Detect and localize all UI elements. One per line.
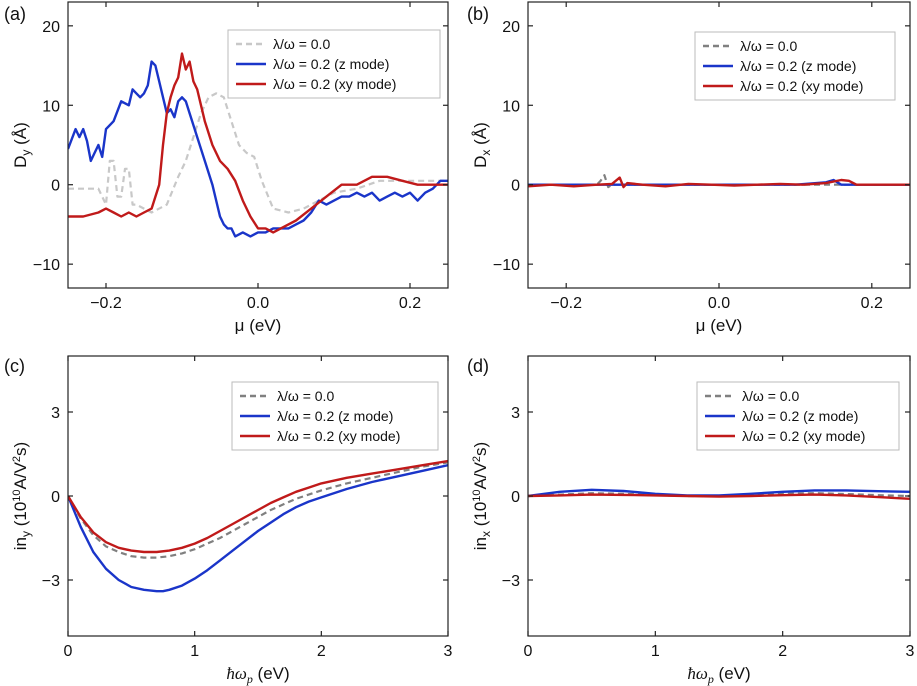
x-tick-label: 1 [190,643,199,660]
y-tick-label: 3 [51,405,60,422]
y-tick-label: 0 [51,178,60,195]
x-tick-label: 2 [778,643,787,660]
panel-1: −0.2 0.0 0.2 20 10 0 −10 (b) μ (eV) Dx (Å) λ/ω = 0… [467,1,911,335]
y-axis-title: Dy (Å) [11,122,33,168]
legend-box [694,31,896,101]
y-axis-title-mid: (10 [11,502,30,531]
legend-label-2: λ/ω = 0.2 (xy mode) [273,76,396,92]
x-axis-title: μ (eV) [696,316,743,335]
series-line-0 [68,461,448,559]
legend-label-1: λ/ω = 0.2 (z mode) [740,58,856,74]
series-line-2 [68,52,448,234]
panel-3: 0 1 2 330−3(d)ħωp (eV)inx (1010A/V2s)λ/ω = … [467,355,915,686]
series-line-1 [68,60,448,238]
panel-0: −0.2 0.0 0.2 20 10 0 −10 (a) μ (eV) Dy (Å) λ/ω = 0… [4,1,449,335]
x-tick-label: −0.2 [550,295,582,312]
x-axis-title-main: ħω [226,664,247,683]
y-tick-label: −3 [42,573,60,590]
y-tick-label: 0 [511,489,520,506]
panel-label: (d) [467,356,489,376]
legend: λ/ω = 0.0 λ/ω = 0.2 (z mode) λ/ω = 0.2 (xy… [696,381,900,451]
y-tick-label: −10 [33,257,60,274]
x-axis-title-sub: p [246,672,253,686]
legend-label-1: λ/ω = 0.2 (z mode) [277,408,393,424]
x-axis-title-unit: (eV) [253,664,290,683]
y-axis-title-mid: (10 [471,502,490,531]
y-axis-title-tail: A/V [471,461,490,489]
series-line-1 [68,464,448,593]
y-axis-title: Dx (Å) [471,122,493,168]
x-tick-label: 0.2 [399,295,421,312]
x-axis-title-sub: p [707,672,714,686]
x-tick-label: 0 [64,643,73,660]
x-axis-title: ħωp (eV) [687,664,750,686]
y-axis-title-sub: y [19,531,33,537]
panel-label: (c) [4,356,25,376]
series-line-2 [528,493,910,500]
y-axis-title-sup: 10 [471,489,483,501]
x-axis-title-unit: (eV) [714,664,751,683]
y-axis-title-sup2: 2 [11,456,23,462]
x-tick-label: −0.2 [90,295,122,312]
y-axis-title-main: D [471,156,490,168]
y-axis-title-main: D [11,156,30,168]
y-tick-label: 20 [502,19,520,36]
y-axis-title-sub: x [479,150,493,156]
x-tick-label: 0.2 [861,295,883,312]
x-tick-label: 0 [524,643,533,660]
y-axis-title-main: in [471,537,490,550]
y-tick-label: 10 [502,98,520,115]
y-tick-label: 3 [511,405,520,422]
panel-2: 0 1 2 330−3(c)ħωp (eV)iny (1010A/V2s)λ/ω = … [4,355,453,686]
y-axis-title-unit: (Å) [11,122,30,149]
legend-label-1: λ/ω = 0.2 (z mode) [273,56,389,72]
x-tick-label: 1 [651,643,660,660]
x-tick-label: 3 [444,643,453,660]
x-tick-label: 2 [317,643,326,660]
panel-label: (b) [467,4,489,24]
x-axis-title: μ (eV) [235,316,282,335]
y-tick-label: 20 [42,19,60,36]
y-axis-title: iny (1010A/V2s) [11,442,33,550]
x-tick-label: 3 [906,643,915,660]
y-tick-label: 0 [511,178,520,195]
legend: λ/ω = 0.0 λ/ω = 0.2 (z mode) λ/ω = 0.2 (xy… [694,31,896,101]
y-axis-title-end: s) [11,442,30,456]
x-tick-label: 0.0 [708,295,730,312]
legend: λ/ω = 0.0 λ/ω = 0.2 (z mode) λ/ω = 0.2 (xy… [227,29,441,99]
y-tick-label: 0 [51,489,60,506]
legend-label-2: λ/ω = 0.2 (xy mode) [277,428,400,444]
y-axis-title-tail: A/V [11,461,30,489]
series-line-2 [528,176,910,189]
legend-label-2: λ/ω = 0.2 (xy mode) [740,78,863,94]
y-tick-label: 10 [42,98,60,115]
y-axis-title-main: in [11,537,30,550]
legend-label-0: λ/ω = 0.0 [277,388,334,404]
y-axis-title-sub: y [19,150,33,156]
x-axis-title-main: ħω [687,664,708,683]
y-axis-title: inx (1010A/V2s) [471,442,493,550]
x-axis-title: ħωp (eV) [226,664,289,686]
y-tick-label: −3 [502,573,520,590]
series-line-2 [68,459,448,554]
y-tick-label: −10 [493,257,520,274]
y-axis-title-sup: 10 [11,489,23,501]
y-axis-title-unit: (Å) [471,122,490,149]
x-tick-label: 0.0 [247,295,269,312]
series-line-0 [68,92,448,214]
y-axis-title-end: s) [471,442,490,456]
legend-label-1: λ/ω = 0.2 (z mode) [742,408,858,424]
legend-label-0: λ/ω = 0.0 [273,36,330,52]
y-axis-title-sup2: 2 [471,456,483,462]
y-axis-title-sub: x [479,531,493,537]
series-line-0 [528,174,910,189]
legend: λ/ω = 0.0 λ/ω = 0.2 (z mode) λ/ω = 0.2 (xy… [231,381,439,451]
legend-label-0: λ/ω = 0.0 [742,388,799,404]
legend-label-2: λ/ω = 0.2 (xy mode) [742,428,865,444]
legend-label-0: λ/ω = 0.0 [740,38,797,54]
panel-label: (a) [4,4,26,24]
